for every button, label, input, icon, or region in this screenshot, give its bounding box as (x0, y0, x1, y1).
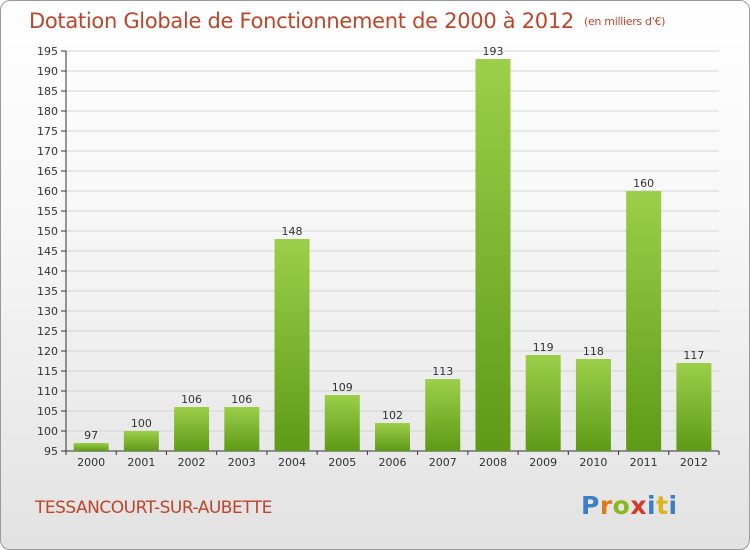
bar (626, 191, 662, 451)
x-tick-label: 2002 (178, 456, 206, 469)
logo-letter: r (599, 491, 613, 520)
y-tick-label: 170 (37, 145, 58, 158)
y-tick-label: 110 (37, 385, 58, 398)
bar (676, 363, 712, 451)
y-tick-label: 120 (37, 345, 58, 358)
y-tick-label: 150 (37, 225, 58, 238)
y-tick-label: 175 (37, 125, 58, 138)
tick-labels: 95 100 105 110 115 120 125 130 135 140 145 150 155 16… (37, 45, 708, 469)
bar (274, 239, 310, 451)
data-label: 106 (231, 393, 252, 406)
x-tick-label: 2011 (630, 456, 658, 469)
data-label: 97 (84, 429, 98, 442)
y-tick-label: 95 (44, 445, 58, 458)
y-tick-label: 130 (37, 305, 58, 318)
data-label: 118 (583, 345, 604, 358)
y-tick-label: 125 (37, 325, 58, 338)
axes (61, 50, 720, 455)
data-label: 109 (332, 381, 353, 394)
y-tick-label: 145 (37, 245, 58, 258)
chart-subtitle: (en milliers d'€) (583, 15, 666, 28)
y-tick-label: 195 (37, 45, 58, 58)
x-tick-label: 2007 (429, 456, 457, 469)
y-tick-label: 180 (37, 105, 58, 118)
logo-letter: t (656, 491, 669, 520)
data-label: 117 (683, 349, 704, 362)
x-tick-label: 2001 (127, 456, 155, 469)
x-tick-label: 2005 (328, 456, 356, 469)
data-labels: 97 100 106 106 148 109 102 113 193 119 118 160 117 (84, 45, 704, 442)
y-tick-label: 140 (37, 265, 58, 278)
x-tick-label: 2000 (77, 456, 105, 469)
proxiti-logo[interactable]: Proxiti (581, 491, 691, 525)
grid-lines (66, 50, 719, 452)
data-label: 193 (482, 45, 503, 58)
x-tick-label: 2003 (228, 456, 256, 469)
y-tick-label: 135 (37, 285, 58, 298)
bar (174, 407, 210, 451)
x-tick-label: 2010 (579, 456, 607, 469)
y-tick-label: 100 (37, 425, 58, 438)
chart-title-text: Dotation Globale de Fonctionnement de 20… (29, 9, 574, 33)
logo-letter: i (668, 491, 678, 520)
x-tick-label: 2009 (529, 456, 557, 469)
y-tick-label: 105 (37, 405, 58, 418)
x-tick-label: 2008 (479, 456, 507, 469)
bar (475, 59, 511, 451)
x-tick-label: 2006 (379, 456, 407, 469)
data-label: 119 (533, 341, 554, 354)
bar (123, 431, 159, 451)
y-tick-label: 160 (37, 185, 58, 198)
data-label: 106 (181, 393, 202, 406)
data-label: 148 (282, 225, 303, 238)
x-tick-label: 2012 (680, 456, 708, 469)
data-label: 100 (131, 417, 152, 430)
bar (425, 379, 461, 451)
y-tick-label: 165 (37, 165, 58, 178)
data-label: 113 (432, 365, 453, 378)
logo-letter: P (581, 491, 600, 520)
data-label: 160 (633, 177, 654, 190)
commune-name: TESSANCOURT-SUR-AUBETTE (35, 498, 272, 518)
y-tick-label: 155 (37, 205, 58, 218)
x-tick-label: 2004 (278, 456, 306, 469)
bar (575, 359, 611, 451)
bars (73, 59, 712, 451)
bar (324, 395, 360, 451)
bar (375, 423, 410, 451)
y-tick-label: 185 (37, 85, 58, 98)
logo-letter: i (647, 491, 657, 520)
bar (525, 355, 561, 451)
y-tick-label: 190 (37, 65, 58, 78)
logo-letter: x (630, 491, 647, 520)
bar (224, 407, 260, 451)
logo-letter: o (612, 491, 631, 520)
bar (73, 443, 109, 451)
data-label: 102 (382, 409, 403, 422)
y-tick-label: 115 (37, 365, 58, 378)
chart-title: Dotation Globale de Fonctionnement de 20… (29, 9, 665, 33)
